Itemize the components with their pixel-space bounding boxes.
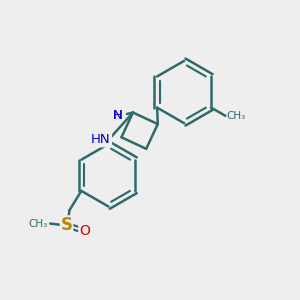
Text: H: H [113,109,123,122]
Text: O: O [79,224,90,238]
Text: HN: HN [91,133,111,146]
Text: CH₃: CH₃ [227,111,246,121]
Text: S: S [61,216,73,234]
Text: CH₃: CH₃ [28,219,48,229]
Text: HN: HN [91,133,111,146]
Text: N: N [113,109,123,122]
